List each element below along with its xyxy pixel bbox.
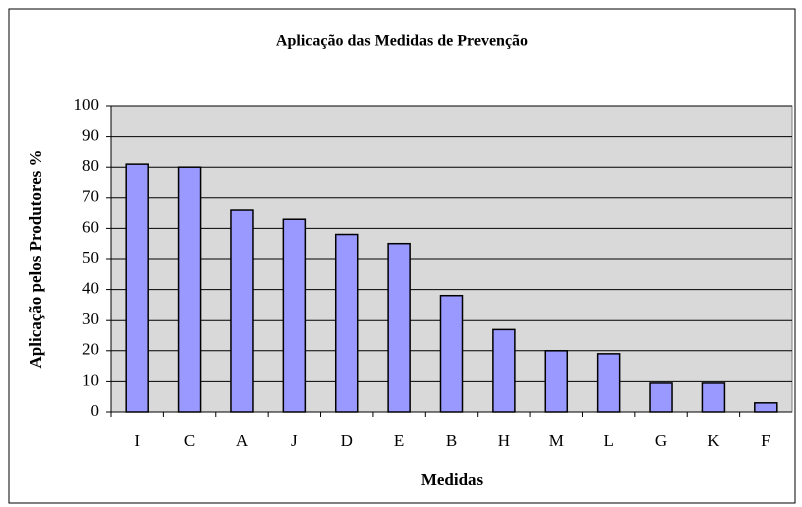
y-tick-label: 60 <box>82 217 99 236</box>
bar <box>439 294 464 413</box>
y-tick-label: 70 <box>82 187 99 206</box>
bar <box>649 382 673 413</box>
x-tick-label: I <box>134 431 140 450</box>
bar <box>596 353 621 413</box>
bar <box>334 233 359 413</box>
x-tick-label: A <box>236 431 249 450</box>
bar <box>125 163 149 413</box>
bar <box>177 166 202 413</box>
y-tick-label: 50 <box>82 248 99 267</box>
bar <box>754 402 778 413</box>
chart-title: Aplicação das Medidas de Prevenção <box>276 33 528 50</box>
x-tick-label: E <box>394 431 404 450</box>
bar <box>492 328 516 413</box>
y-tick-label: 10 <box>82 370 99 389</box>
y-tick-label: 0 <box>91 401 100 420</box>
y-tick-label: 80 <box>82 156 99 175</box>
x-axis-label: Medidas <box>421 470 484 489</box>
bar <box>282 218 307 413</box>
bar <box>387 242 411 413</box>
y-tick-label: 40 <box>82 279 99 298</box>
x-tick-label: K <box>707 431 720 450</box>
y-tick-label: 90 <box>82 126 99 145</box>
x-tick-label: H <box>498 431 510 450</box>
x-tick-label: M <box>549 431 564 450</box>
x-tick-label: D <box>341 431 353 450</box>
y-tick-label: 30 <box>82 309 99 328</box>
y-tick-label: 100 <box>74 95 100 114</box>
x-tick-label: C <box>184 431 195 450</box>
x-tick-label: G <box>655 431 667 450</box>
x-tick-label: F <box>761 431 770 450</box>
x-tick-label: L <box>603 431 613 450</box>
bar <box>701 382 726 413</box>
x-tick-label: B <box>446 431 457 450</box>
bar <box>544 350 569 413</box>
bar <box>230 209 254 413</box>
y-tick-label: 20 <box>82 340 99 359</box>
x-tick-label: J <box>291 431 298 450</box>
y-axis-label: Aplicação pelos Produtores % <box>26 150 45 369</box>
